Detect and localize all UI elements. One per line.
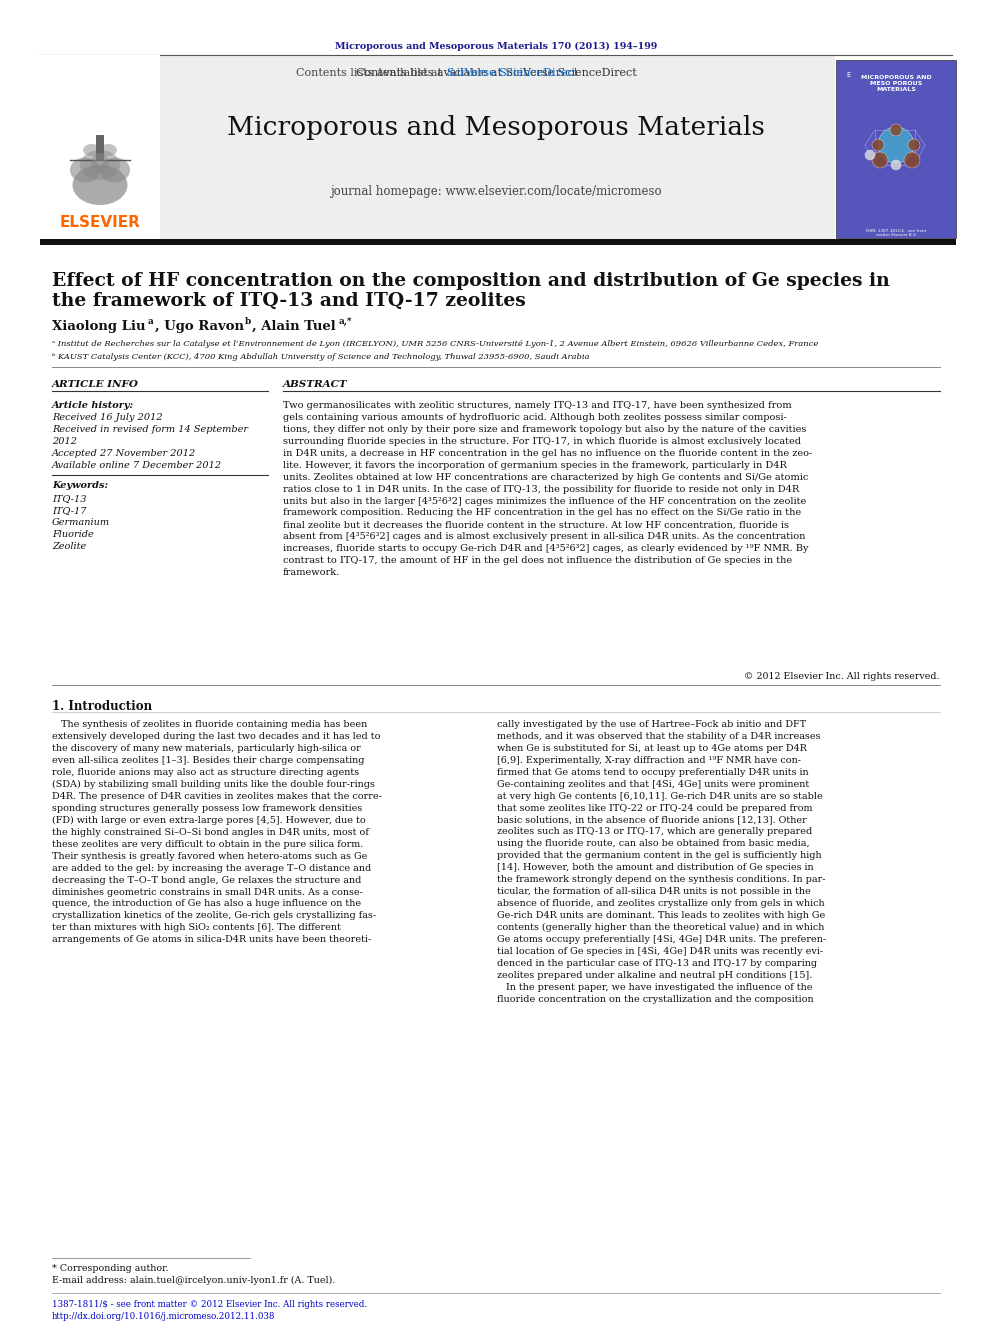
Text: © 2012 Elsevier Inc. All rights reserved.: © 2012 Elsevier Inc. All rights reserved…	[745, 672, 940, 681]
Text: , Alain Tuel: , Alain Tuel	[252, 320, 335, 333]
Ellipse shape	[91, 153, 109, 173]
Text: Contents lists available at SciVerse ScienceDirect: Contents lists available at SciVerse Sci…	[355, 67, 637, 78]
Text: 2012: 2012	[52, 437, 77, 446]
Text: Fluoride: Fluoride	[52, 531, 94, 538]
Ellipse shape	[99, 144, 117, 156]
Text: a,*: a,*	[339, 318, 352, 325]
Text: Contents lists available at: Contents lists available at	[296, 67, 445, 78]
Text: ELSEVIER: ELSEVIER	[60, 216, 141, 230]
Circle shape	[890, 124, 902, 136]
Bar	[160, 85, 795, 239]
Text: ABSTRACT: ABSTRACT	[283, 380, 347, 389]
Circle shape	[865, 149, 875, 160]
Bar	[40, 56, 160, 239]
Ellipse shape	[72, 165, 128, 205]
Text: Xiaolong Liu: Xiaolong Liu	[52, 320, 146, 333]
Text: ᵃ Institut de Recherches sur la Catalyse et l’Environnement de Lyon (IRCELYON), : ᵃ Institut de Recherches sur la Catalyse…	[52, 340, 818, 348]
Circle shape	[872, 152, 888, 168]
Text: E-mail address: alain.tuel@ircelyon.univ-lyon1.fr (A. Tuel).: E-mail address: alain.tuel@ircelyon.univ…	[52, 1275, 335, 1285]
Text: Available online 7 December 2012: Available online 7 December 2012	[52, 460, 222, 470]
Text: ARTICLE INFO: ARTICLE INFO	[52, 380, 139, 389]
Circle shape	[908, 139, 920, 151]
Bar	[40, 239, 956, 245]
Bar	[160, 56, 835, 239]
Text: b: b	[245, 318, 251, 325]
Text: Effect of HF concentration on the composition and distribution of Ge species in: Effect of HF concentration on the compos…	[52, 273, 890, 290]
Text: ISSN: 1387-1811/$ - see front
matter Elsevier B.V.: ISSN: 1387-1811/$ - see front matter Els…	[866, 228, 927, 237]
Text: 1. Introduction: 1. Introduction	[52, 700, 152, 713]
Text: , Ugo Ravon: , Ugo Ravon	[155, 320, 244, 333]
Circle shape	[878, 127, 914, 163]
Text: cally investigated by the use of Hartree–Fock ab initio and DFT
methods, and it : cally investigated by the use of Hartree…	[497, 720, 826, 1004]
Text: Received 16 July 2012: Received 16 July 2012	[52, 413, 163, 422]
Text: Zeolite: Zeolite	[52, 542, 86, 550]
Circle shape	[872, 139, 884, 151]
Text: journal homepage: www.elsevier.com/locate/micromeso: journal homepage: www.elsevier.com/locat…	[330, 185, 662, 198]
Text: The synthesis of zeolites in fluoride containing media has been
extensively deve: The synthesis of zeolites in fluoride co…	[52, 720, 382, 945]
Text: Germanium: Germanium	[52, 519, 110, 527]
Text: Accepted 27 November 2012: Accepted 27 November 2012	[52, 448, 196, 458]
Bar	[96, 135, 104, 160]
Text: Microporous and Mesoporous Materials: Microporous and Mesoporous Materials	[227, 115, 765, 140]
Text: ITQ-13: ITQ-13	[52, 493, 86, 503]
Text: ᵇ KAUST Catalysis Center (KCC), 4700 King Abdullah University of Science and Tec: ᵇ KAUST Catalysis Center (KCC), 4700 Kin…	[52, 353, 589, 361]
Text: Two germanosilicates with zeolitic structures, namely ITQ-13 and ITQ-17, have be: Two germanosilicates with zeolitic struc…	[283, 401, 812, 577]
Text: ITQ-17: ITQ-17	[52, 505, 86, 515]
Text: SciVerse ScienceDirect: SciVerse ScienceDirect	[447, 67, 578, 78]
Text: 1387-1811/$ - see front matter © 2012 Elsevier Inc. All rights reserved.: 1387-1811/$ - see front matter © 2012 El…	[52, 1301, 367, 1308]
Circle shape	[891, 160, 901, 169]
Text: Received in revised form 14 September: Received in revised form 14 September	[52, 425, 248, 434]
Bar	[836, 60, 956, 238]
Text: the framework of ITQ-13 and ITQ-17 zeolites: the framework of ITQ-13 and ITQ-17 zeoli…	[52, 292, 526, 310]
Text: E: E	[846, 71, 850, 78]
Circle shape	[904, 152, 920, 168]
Ellipse shape	[83, 144, 101, 156]
Text: MICROPOROUS AND
MESO POROUS
MATERIALS: MICROPOROUS AND MESO POROUS MATERIALS	[861, 75, 931, 93]
Text: Article history:: Article history:	[52, 401, 134, 410]
Text: http://dx.doi.org/10.1016/j.micromeso.2012.11.038: http://dx.doi.org/10.1016/j.micromeso.20…	[52, 1312, 276, 1320]
Text: Keywords:: Keywords:	[52, 482, 108, 490]
Text: * Corresponding author.: * Corresponding author.	[52, 1263, 169, 1273]
Text: Microporous and Mesoporous Materials 170 (2013) 194–199: Microporous and Mesoporous Materials 170…	[335, 42, 657, 52]
Ellipse shape	[80, 149, 120, 180]
Ellipse shape	[100, 157, 130, 183]
Text: a: a	[148, 318, 154, 325]
Ellipse shape	[70, 157, 100, 183]
